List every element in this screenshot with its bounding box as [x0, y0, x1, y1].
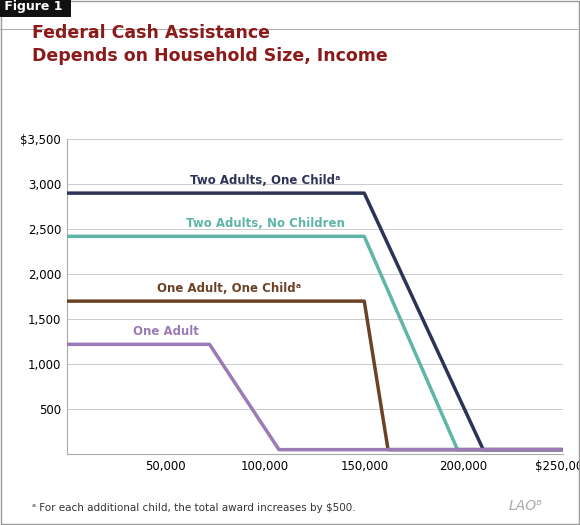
Text: ᵃ For each additional child, the total award increases by $500.: ᵃ For each additional child, the total a… [32, 503, 356, 513]
Text: One Adult, One Childᵃ: One Adult, One Childᵃ [157, 282, 302, 295]
Text: LAOᴮ: LAOᴮ [508, 499, 542, 513]
Text: Two Adults, One Childᵃ: Two Adults, One Childᵃ [190, 174, 340, 187]
Text: One Adult: One Adult [133, 325, 199, 338]
Text: Figure 1: Figure 1 [0, 0, 67, 13]
Text: Federal Cash Assistance
Depends on Household Size, Income: Federal Cash Assistance Depends on House… [32, 24, 387, 65]
Text: Two Adults, No Children: Two Adults, No Children [186, 217, 345, 230]
